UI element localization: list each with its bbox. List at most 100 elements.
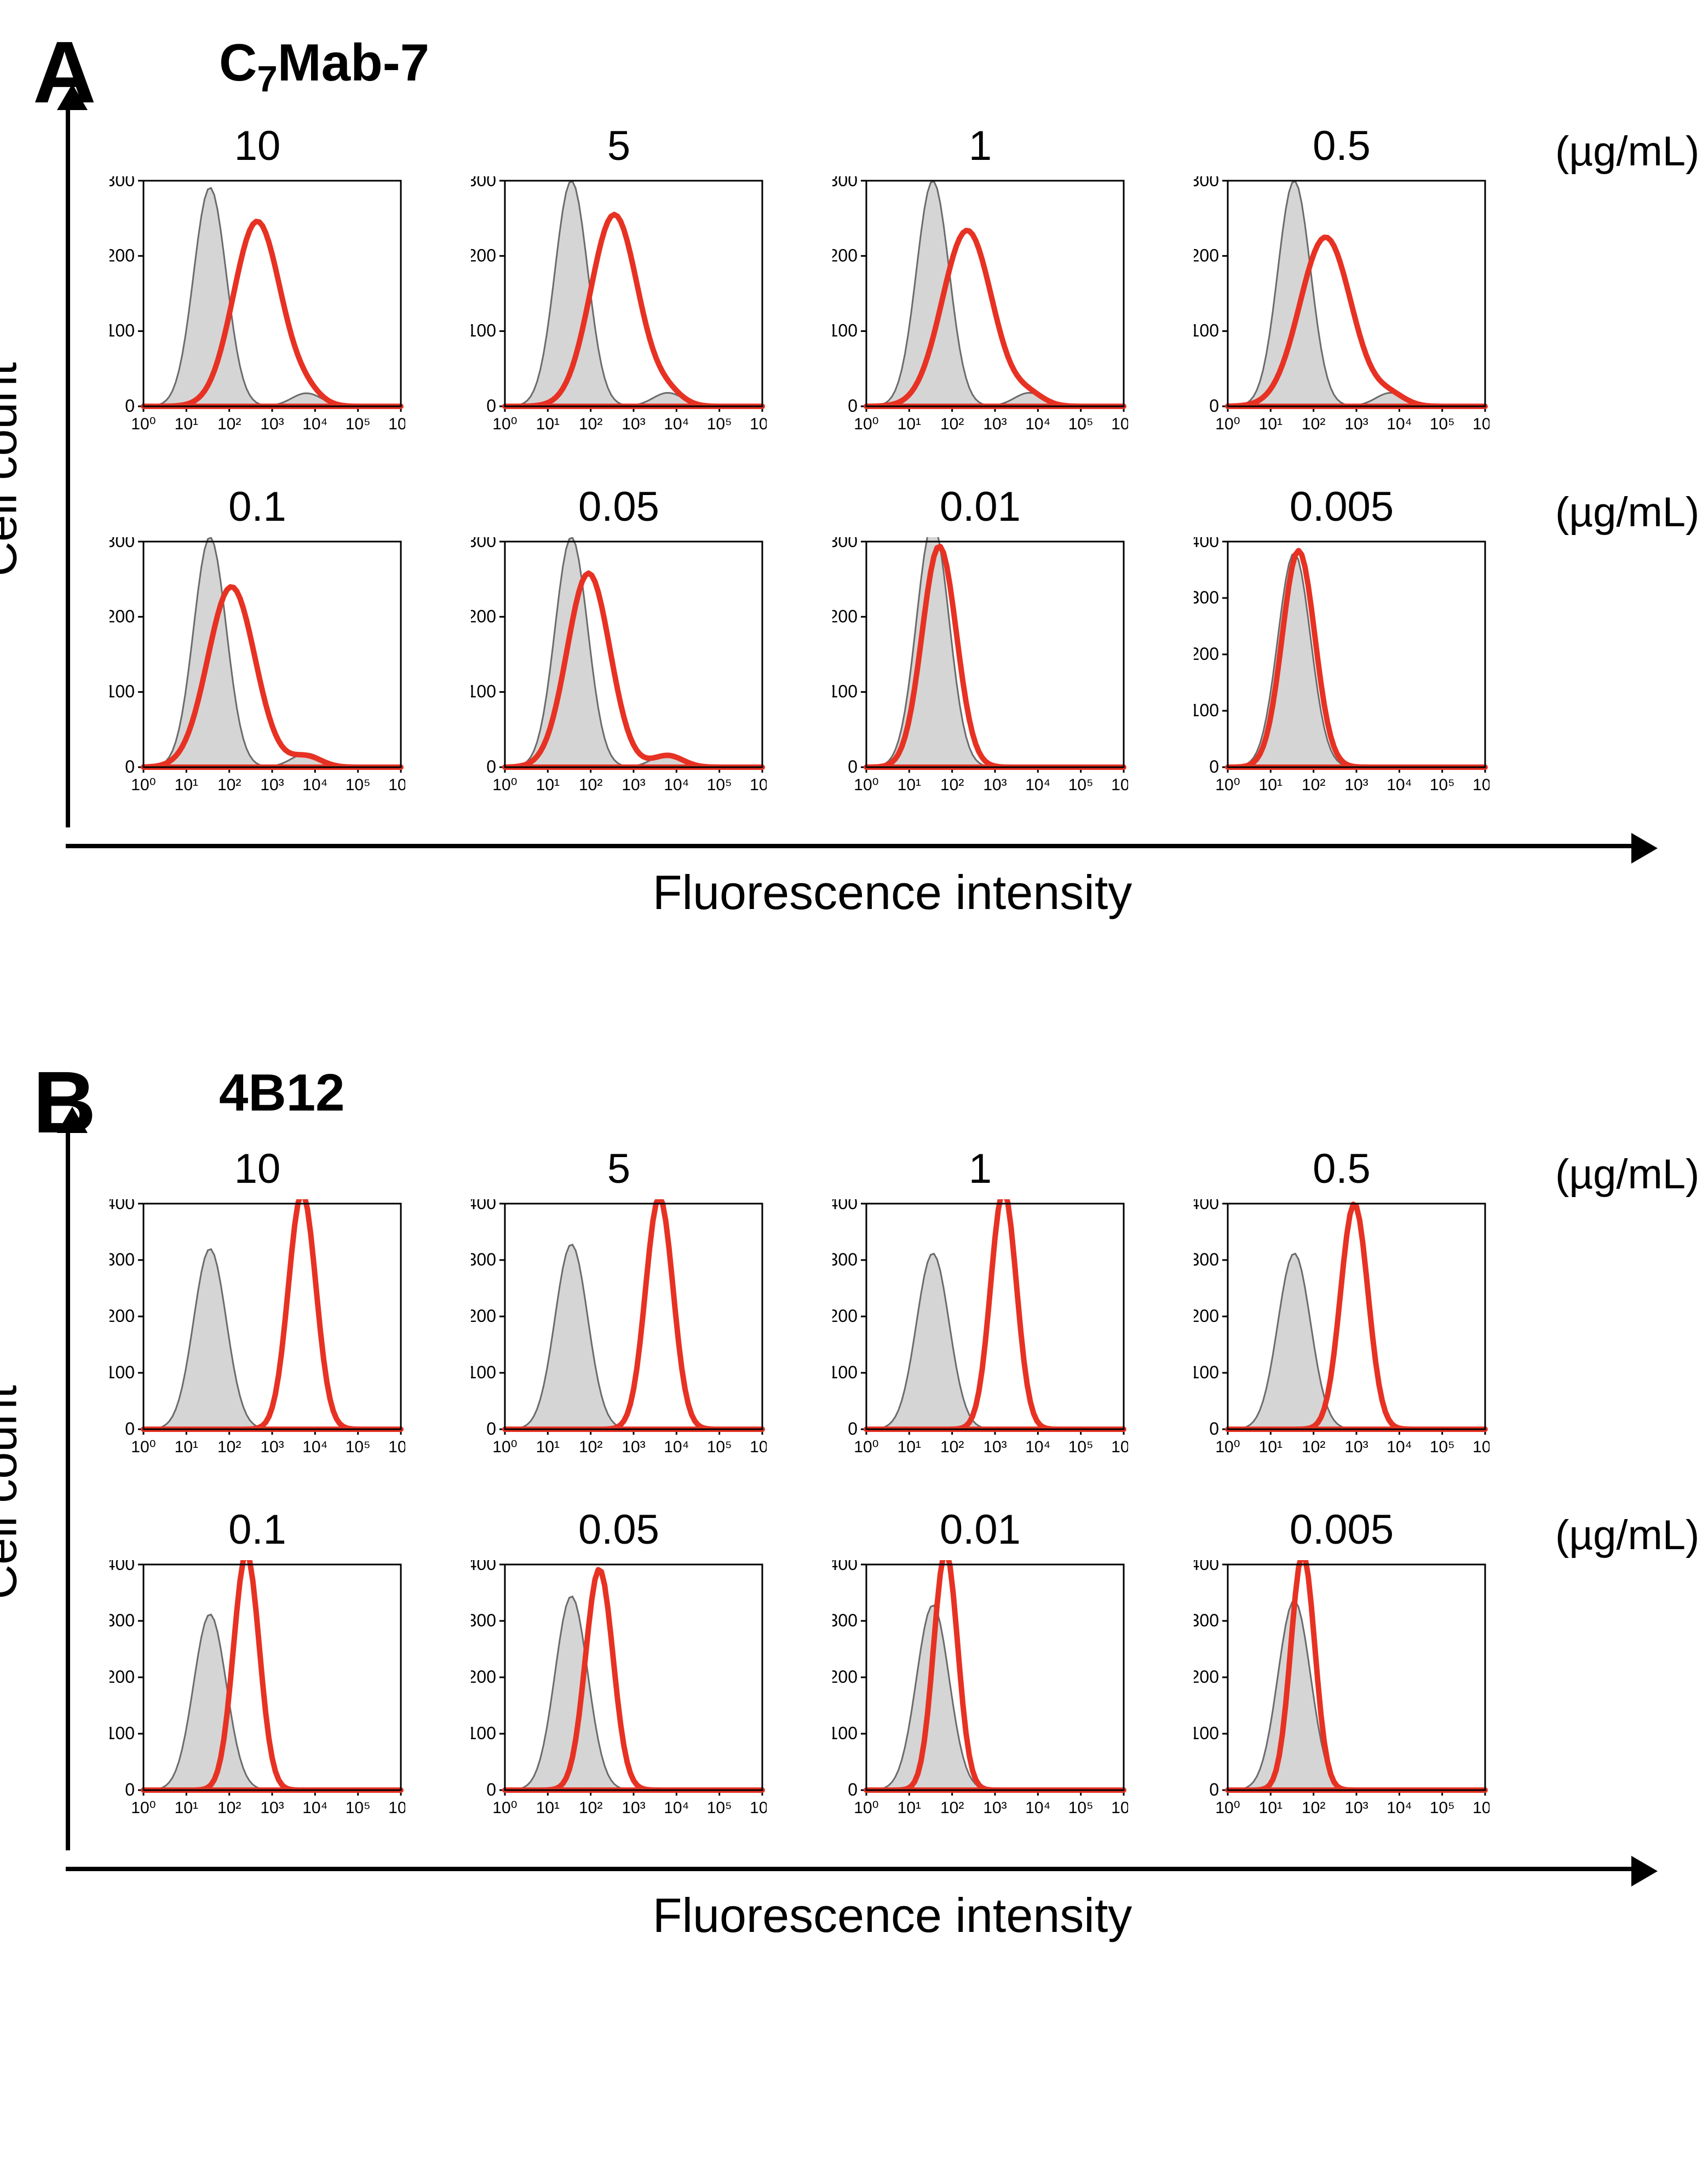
svg-text:0: 0 <box>125 1780 135 1799</box>
svg-text:300: 300 <box>832 1250 858 1269</box>
concentration-label: 0.005 <box>1290 483 1394 531</box>
svg-text:10⁵: 10⁵ <box>707 1438 732 1456</box>
svg-text:10²: 10² <box>217 1438 241 1456</box>
svg-text:300: 300 <box>110 1610 135 1630</box>
svg-text:10³: 10³ <box>1344 1799 1368 1817</box>
svg-text:10³: 10³ <box>1344 776 1368 794</box>
svg-text:10⁵: 10⁵ <box>346 1799 371 1817</box>
concentration-label: 0.05 <box>578 1506 659 1554</box>
svg-text:10⁵: 10⁵ <box>1430 776 1455 794</box>
svg-text:10²: 10² <box>940 415 964 433</box>
svg-text:10⁶: 10⁶ <box>1111 1438 1128 1456</box>
svg-text:10⁰: 10⁰ <box>854 415 878 433</box>
svg-text:10⁴: 10⁴ <box>1387 1438 1412 1456</box>
svg-text:400: 400 <box>110 1199 135 1213</box>
svg-text:200: 200 <box>832 607 858 626</box>
svg-text:0: 0 <box>1209 1780 1219 1799</box>
svg-text:100: 100 <box>1194 1723 1219 1743</box>
svg-text:10⁶: 10⁶ <box>1473 415 1490 433</box>
svg-text:200: 200 <box>110 246 135 266</box>
flow-histogram: 010020030040010⁰10¹10²10³10⁴10⁵10⁶ <box>832 1199 1128 1462</box>
svg-text:100: 100 <box>832 1362 858 1382</box>
x-axis-label: Fluorescence intensity <box>110 1888 1675 1943</box>
histogram-cell: 1010020030040010⁰10¹10²10³10⁴10⁵10⁶ <box>832 1145 1128 1462</box>
flow-histogram: 010020030040010⁰10¹10²10³10⁴10⁵10⁶ <box>832 1560 1128 1823</box>
svg-text:10¹: 10¹ <box>898 1438 921 1456</box>
svg-text:10⁵: 10⁵ <box>1430 1438 1455 1456</box>
svg-text:10¹: 10¹ <box>898 1799 921 1817</box>
histogram-cell: 5010020030040010⁰10¹10²10³10⁴10⁵10⁶ <box>471 1145 767 1462</box>
svg-text:10⁴: 10⁴ <box>1387 1799 1412 1817</box>
histogram-cell: 10010020030010⁰10¹10²10³10⁴10⁵10⁶ <box>110 122 405 439</box>
histogram-cell: 0.05010020030040010⁰10¹10²10³10⁴10⁵10⁶ <box>471 1506 767 1823</box>
svg-text:10¹: 10¹ <box>175 1799 198 1817</box>
svg-text:10¹: 10¹ <box>536 1799 560 1817</box>
svg-text:400: 400 <box>832 1560 858 1574</box>
svg-text:10²: 10² <box>579 776 602 794</box>
svg-text:10¹: 10¹ <box>1259 415 1283 433</box>
svg-text:10⁴: 10⁴ <box>1025 776 1050 794</box>
svg-text:10⁵: 10⁵ <box>1068 1799 1094 1817</box>
svg-text:10⁵: 10⁵ <box>346 776 371 794</box>
svg-text:10⁵: 10⁵ <box>1430 415 1455 433</box>
svg-text:10⁵: 10⁵ <box>1068 1438 1094 1456</box>
svg-text:100: 100 <box>832 1723 858 1743</box>
svg-text:10⁶: 10⁶ <box>1111 415 1128 433</box>
svg-text:200: 200 <box>471 246 496 266</box>
plot-area: Cell count10010020030010⁰10¹10²10³10⁴10⁵… <box>66 117 1675 921</box>
antibody-title: C7Mab-7 <box>219 33 1675 100</box>
svg-text:10³: 10³ <box>260 1438 284 1456</box>
svg-text:10²: 10² <box>1302 415 1325 433</box>
svg-text:100: 100 <box>110 1362 135 1382</box>
svg-text:10⁴: 10⁴ <box>664 776 689 794</box>
histogram-row: 0.1010020030010⁰10¹10²10³10⁴10⁵10⁶0.0501… <box>66 483 1675 800</box>
svg-text:10²: 10² <box>579 1799 602 1817</box>
svg-text:0: 0 <box>848 396 858 416</box>
svg-text:300: 300 <box>1194 176 1219 190</box>
svg-text:300: 300 <box>110 176 135 190</box>
flow-histogram: 010020030040010⁰10¹10²10³10⁴10⁵10⁶ <box>1194 1199 1490 1462</box>
concentration-label: 0.01 <box>940 1506 1021 1554</box>
svg-text:100: 100 <box>110 1723 135 1743</box>
histogram-row: 10010020030010⁰10¹10²10³10⁴10⁵10⁶5010020… <box>66 122 1675 439</box>
flow-histogram: 010020030040010⁰10¹10²10³10⁴10⁵10⁶ <box>471 1199 767 1462</box>
svg-text:400: 400 <box>832 1199 858 1213</box>
svg-text:300: 300 <box>110 537 135 551</box>
svg-text:10³: 10³ <box>983 415 1007 433</box>
arrow-right-icon <box>1631 1856 1658 1886</box>
histogram-cell: 0.005010020030040010⁰10¹10²10³10⁴10⁵10⁶ <box>1194 1506 1490 1823</box>
histogram-cell: 0.01 010020030040010⁰10¹10²10³10⁴10⁵10⁶ <box>832 1506 1128 1823</box>
svg-text:100: 100 <box>110 321 135 341</box>
svg-text:0: 0 <box>486 1419 496 1439</box>
svg-text:400: 400 <box>1194 537 1219 551</box>
svg-text:200: 200 <box>110 1667 135 1687</box>
svg-text:10⁵: 10⁵ <box>346 1438 371 1456</box>
svg-text:10⁴: 10⁴ <box>302 415 327 433</box>
flow-histogram: 010020030010⁰10¹10²10³10⁴10⁵10⁶ <box>110 176 405 439</box>
svg-text:0: 0 <box>486 1780 496 1799</box>
svg-text:10⁴: 10⁴ <box>664 415 689 433</box>
histogram-cell: 0.01010020030010⁰10¹10²10³10⁴10⁵10⁶ <box>832 483 1128 800</box>
histogram-cell: 0.1010020030010⁰10¹10²10³10⁴10⁵10⁶ <box>110 483 405 800</box>
histogram-cell: 5010020030010⁰10¹10²10³10⁴10⁵10⁶ <box>471 122 767 439</box>
concentration-label: 1 <box>969 1145 992 1193</box>
svg-text:10³: 10³ <box>260 776 284 794</box>
svg-text:300: 300 <box>1194 1250 1219 1269</box>
svg-text:300: 300 <box>1194 1610 1219 1630</box>
flow-histogram: 010020030040010⁰10¹10²10³10⁴10⁵10⁶ <box>110 1560 405 1823</box>
panel-label: B <box>33 1052 96 1153</box>
svg-text:10²: 10² <box>217 776 241 794</box>
svg-text:200: 200 <box>471 607 496 626</box>
svg-text:10³: 10³ <box>260 1799 284 1817</box>
svg-text:10⁵: 10⁵ <box>707 415 732 433</box>
svg-text:10¹: 10¹ <box>898 415 921 433</box>
histogram-cell: 0.005010020030040010⁰10¹10²10³10⁴10⁵10⁶ <box>1194 483 1490 800</box>
svg-text:100: 100 <box>1194 1362 1219 1382</box>
svg-text:10²: 10² <box>940 776 964 794</box>
svg-text:100: 100 <box>471 1723 496 1743</box>
svg-text:10⁴: 10⁴ <box>1387 415 1412 433</box>
svg-text:0: 0 <box>486 396 496 416</box>
histogram-cell: 0.5010020030010⁰10¹10²10³10⁴10⁵10⁶ <box>1194 122 1490 439</box>
units-label: (µg/mL) <box>1555 128 1699 175</box>
svg-text:10⁰: 10⁰ <box>1215 415 1240 433</box>
